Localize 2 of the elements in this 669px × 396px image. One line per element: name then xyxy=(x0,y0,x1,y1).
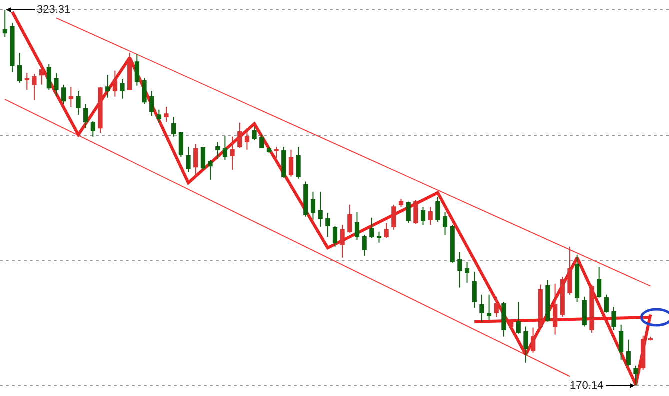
annotation: 170.14 xyxy=(570,380,604,392)
annotation: 323.31 xyxy=(37,4,71,16)
